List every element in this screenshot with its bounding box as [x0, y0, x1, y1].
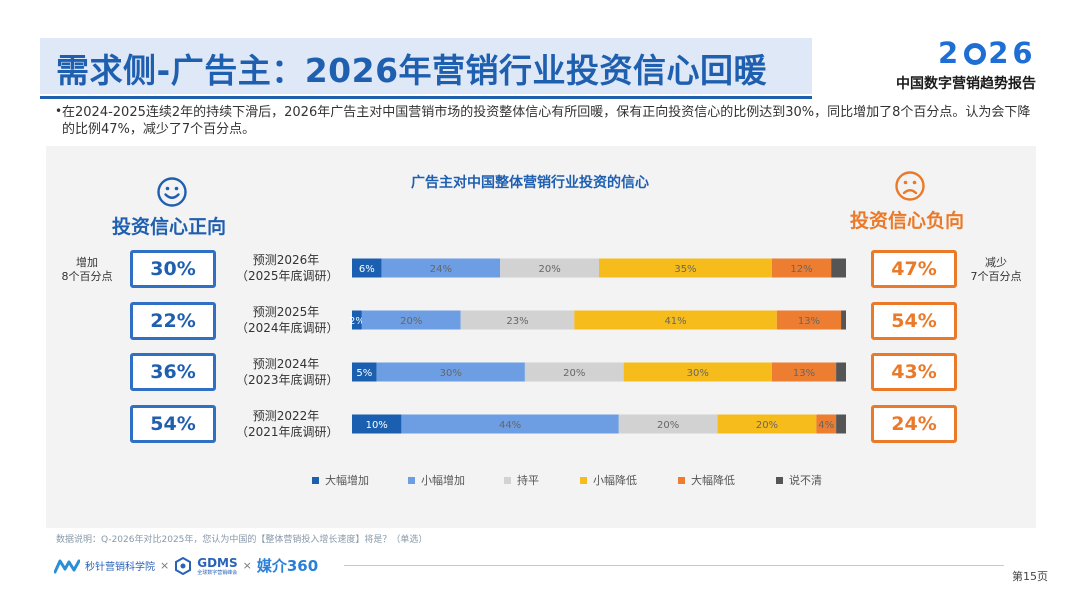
page-number: 第15页	[1012, 570, 1048, 583]
row-label-line1: 预测2026年	[252, 253, 320, 267]
decrease-note-line2: 7个百分点	[970, 270, 1022, 283]
legend-swatch	[408, 476, 415, 484]
positive-value-box: 22%	[130, 302, 216, 340]
increase-note: 增加 8个百分点	[58, 256, 116, 284]
decrease-note-line1: 减少	[985, 256, 1007, 269]
legend-item: 持平	[504, 472, 539, 488]
page-title: 需求侧-广告主：2026年营销行业投资信心回暖	[56, 51, 768, 90]
title-underline	[40, 96, 812, 99]
row-label-line1: 预测2022年	[252, 409, 320, 423]
meijie360-logo: 媒介360	[256, 557, 319, 575]
row-label-line2: （2023年底调研）	[236, 373, 339, 387]
logo-ring-icon	[964, 43, 987, 65]
logo-digit-right: 26	[988, 36, 1037, 70]
legend-label: 大幅降低	[691, 474, 735, 487]
negative-value-box: 24%	[871, 405, 957, 443]
miaozhen-logo-icon	[54, 559, 80, 573]
row-label: 预测2026年 （2025年底调研）	[236, 252, 339, 284]
summary-text: 在2024-2025连续2年的持续下滑后，2026年广告主对中国营销市场的投资整…	[62, 105, 1031, 137]
smiley-face-icon	[157, 177, 187, 207]
bullet-dot: •	[55, 104, 63, 118]
row-label-line2: （2025年底调研）	[236, 269, 339, 283]
chart-title: 广告主对中国整体营销行业投资的信心	[411, 175, 649, 191]
gdms-logo-icon	[175, 556, 192, 575]
decrease-note: 减少 7个百分点	[964, 256, 1028, 284]
row-label: 预测2025年 （2024年底调研）	[236, 304, 339, 336]
legend-item: 说不清	[776, 472, 822, 488]
row-label: 预测2022年 （2021年底调研）	[236, 408, 339, 440]
legend-swatch	[776, 476, 783, 484]
positive-value-box: 36%	[130, 353, 216, 391]
row-label-line1: 预测2024年	[252, 357, 320, 371]
row-label-line1: 预测2025年	[252, 305, 320, 319]
legend-item: 大幅降低	[678, 472, 735, 488]
increase-note-line2: 8个百分点	[61, 270, 113, 283]
row-label-line2: （2024年底调研）	[236, 321, 339, 335]
positive-confidence-label: 投资信心正向	[112, 216, 227, 238]
gdms-logo: GDMS 全球数字营销峰会	[197, 556, 237, 576]
legend-swatch	[504, 476, 511, 484]
title-background	[40, 38, 812, 94]
footer-logo1-text: 秒针营销科学院	[85, 562, 155, 573]
gdms-logo-subtext: 全球数字营销峰会	[197, 569, 238, 576]
legend-swatch	[678, 476, 685, 484]
negative-value-box: 43%	[871, 353, 957, 391]
legend-swatch	[312, 476, 319, 484]
positive-value-box: 30%	[130, 250, 216, 288]
logo-digit-left: 2	[938, 36, 963, 70]
report-subtitle: 中国数字营销趋势报告	[896, 76, 1036, 92]
negative-confidence-label: 投资信心负向	[850, 210, 965, 232]
negative-value-box: 47%	[871, 250, 957, 288]
legend-label: 说不清	[789, 474, 822, 487]
footer-separator: ×	[160, 559, 170, 572]
footer-separator: ×	[242, 559, 252, 572]
legend-label: 小幅增加	[421, 474, 465, 487]
legend-swatch	[580, 476, 587, 484]
legend-label: 持平	[517, 474, 539, 487]
footer-divider	[344, 565, 1004, 566]
gdms-logo-text: GDMS	[197, 555, 238, 570]
report-logo-2026: 2 26	[938, 36, 1037, 70]
legend-item: 大幅增加	[312, 472, 369, 488]
legend-item: 小幅降低	[580, 472, 637, 488]
legend-label: 大幅增加	[325, 474, 369, 487]
footer-logos: 秒针营销科学院 × GDMS 全球数字营销峰会 × 媒介360	[54, 555, 318, 576]
legend-item: 小幅增加	[408, 472, 465, 488]
negative-value-box: 54%	[871, 302, 957, 340]
sad-face-icon	[895, 171, 925, 201]
chart-legend: 大幅增加 小幅增加 持平 小幅降低 大幅降低 说不清	[312, 472, 832, 488]
positive-value-box: 54%	[130, 405, 216, 443]
row-label: 预测2024年 （2023年底调研）	[236, 356, 339, 388]
data-source-note: 数据说明：Q-2026年对比2025年，您认为中国的【整体营销投入增长速度】将是…	[56, 535, 428, 545]
increase-note-line1: 增加	[76, 256, 98, 269]
legend-label: 小幅降低	[593, 474, 637, 487]
row-label-line2: （2021年底调研）	[236, 425, 339, 439]
